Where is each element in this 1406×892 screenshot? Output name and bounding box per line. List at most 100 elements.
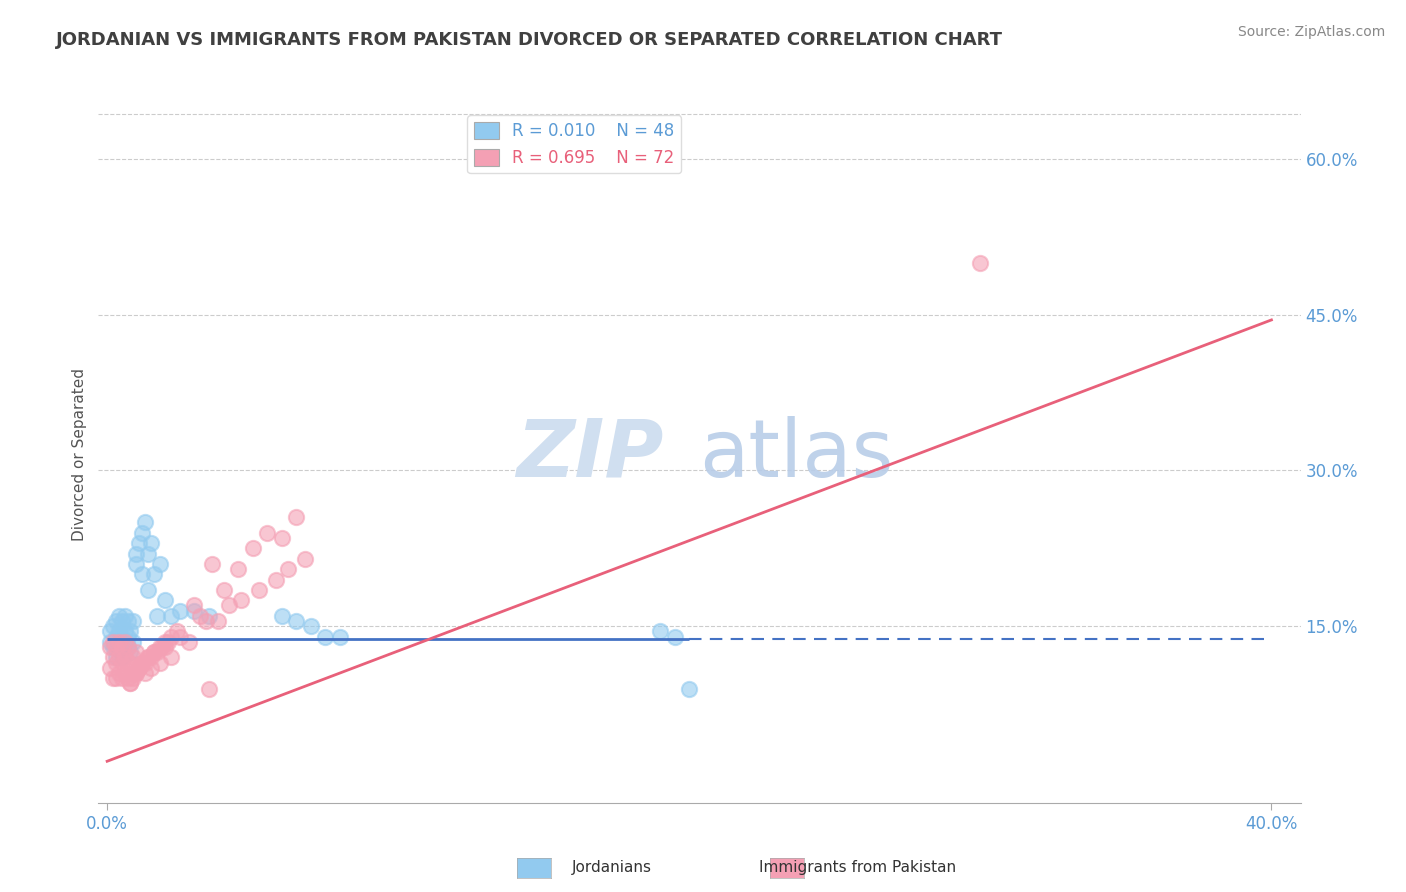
Point — [107, 608, 129, 623]
Point — [277, 562, 299, 576]
Point — [101, 650, 124, 665]
Point — [114, 665, 136, 680]
Point — [270, 608, 292, 623]
Point — [678, 681, 700, 696]
Point — [198, 608, 221, 623]
Point — [299, 619, 322, 633]
Point — [136, 650, 159, 665]
Point — [247, 582, 270, 597]
Point — [98, 635, 121, 649]
Point — [98, 624, 121, 639]
Point — [101, 635, 124, 649]
Point — [117, 656, 139, 670]
Point — [155, 593, 177, 607]
Point — [104, 671, 127, 685]
Point — [107, 665, 129, 680]
Point — [142, 567, 165, 582]
Point — [101, 640, 124, 654]
Point — [107, 650, 129, 665]
Point — [114, 650, 136, 665]
Point — [136, 650, 159, 665]
Point — [270, 531, 292, 545]
Point — [128, 536, 150, 550]
Point — [101, 671, 124, 685]
Point — [128, 661, 150, 675]
Point — [650, 624, 672, 639]
Point — [117, 630, 139, 644]
Point — [107, 624, 129, 639]
Point — [122, 614, 145, 628]
Point — [104, 656, 127, 670]
Point — [104, 614, 127, 628]
Point — [183, 604, 205, 618]
Point — [107, 635, 129, 649]
Point — [104, 640, 127, 654]
Point — [120, 676, 142, 690]
Point — [134, 665, 156, 680]
Point — [136, 582, 159, 597]
Point — [111, 640, 134, 654]
Point — [201, 557, 224, 571]
Point — [139, 661, 162, 675]
Point — [131, 525, 153, 540]
Point — [183, 599, 205, 613]
Point — [117, 614, 139, 628]
Point — [120, 656, 142, 670]
Point — [285, 510, 308, 524]
Point — [122, 650, 145, 665]
Point — [314, 630, 336, 644]
Point — [160, 630, 183, 644]
Point — [134, 656, 156, 670]
Point — [195, 614, 218, 628]
Point — [98, 661, 121, 675]
Point — [139, 536, 162, 550]
Point — [198, 681, 221, 696]
Point — [125, 665, 148, 680]
Point — [131, 567, 153, 582]
Point — [256, 525, 278, 540]
Point — [136, 547, 159, 561]
Point — [117, 640, 139, 654]
Point — [139, 650, 162, 665]
Text: Jordanians: Jordanians — [572, 861, 651, 875]
Point — [142, 645, 165, 659]
Point — [125, 557, 148, 571]
Point — [134, 516, 156, 530]
Point — [120, 645, 142, 659]
Point — [169, 604, 191, 618]
Point — [148, 557, 170, 571]
Point — [101, 619, 124, 633]
Point — [117, 640, 139, 654]
Point — [122, 665, 145, 680]
Point — [145, 608, 167, 623]
Text: Source: ZipAtlas.com: Source: ZipAtlas.com — [1237, 25, 1385, 39]
Point — [114, 624, 136, 639]
Point — [242, 541, 264, 556]
Y-axis label: Divorced or Separated: Divorced or Separated — [72, 368, 87, 541]
Point — [142, 645, 165, 659]
Point — [120, 676, 142, 690]
Point — [114, 640, 136, 654]
Point — [145, 645, 167, 659]
Point — [160, 650, 183, 665]
Point — [664, 630, 686, 644]
Point — [117, 671, 139, 685]
Point — [107, 640, 129, 654]
Point — [207, 614, 229, 628]
Point — [218, 599, 240, 613]
Point — [169, 630, 191, 644]
Point — [329, 630, 352, 644]
Point — [155, 640, 177, 654]
Point — [226, 562, 249, 576]
Point — [160, 608, 183, 623]
Point — [177, 635, 200, 649]
Point — [111, 656, 134, 670]
Text: atlas: atlas — [700, 416, 894, 494]
Point — [114, 608, 136, 623]
Point — [120, 624, 142, 639]
Point — [98, 640, 121, 654]
Point — [157, 635, 180, 649]
Point — [229, 593, 252, 607]
Point — [122, 671, 145, 685]
Point — [148, 656, 170, 670]
